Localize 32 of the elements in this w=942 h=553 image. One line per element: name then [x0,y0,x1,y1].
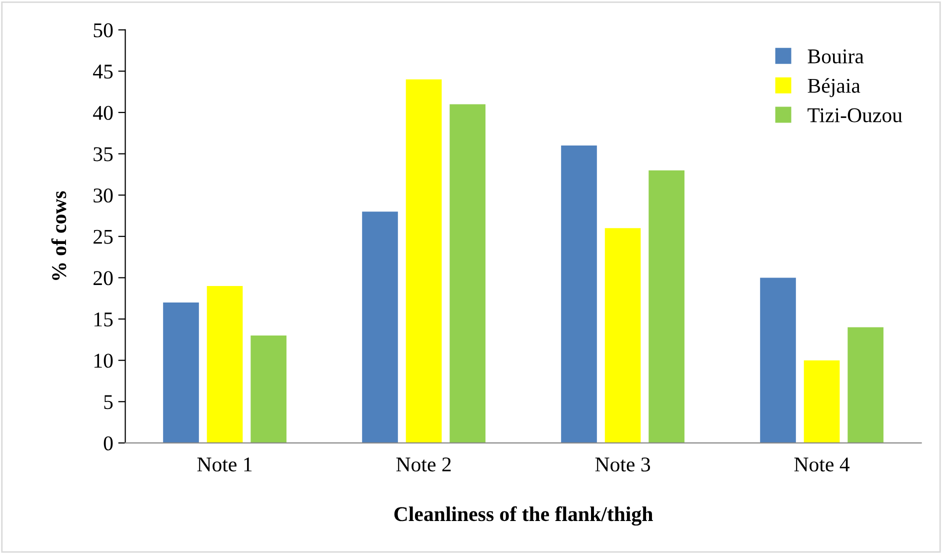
y-tick-label: 40 [93,106,113,120]
y-tick-label: 25 [94,230,113,244]
bar [848,327,884,443]
y-tick-label: 50 [94,23,113,38]
bar [450,104,486,443]
bar [250,336,286,443]
y-tick-label: 15 [94,312,113,326]
legend-label: Tizi-Ouzou [808,108,902,122]
y-tick-label: 10 [94,354,113,368]
y-tick-label: 5 [104,395,113,410]
legend-label: Béjaia [808,78,860,98]
x-tick-label: Note 4 [794,458,850,472]
y-tick-label: 20 [94,271,113,286]
x-tick-label: Note 3 [595,458,650,472]
bar [604,228,641,443]
y-axis-title: % of cows [51,191,66,280]
bar [804,360,840,443]
bar [206,286,243,443]
bar [648,170,684,443]
x-tick-label: Note 1 [197,458,252,472]
bar [163,302,199,443]
y-tick-label: 0 [104,436,113,450]
y-tick-label: 45 [93,64,113,79]
x-axis-title: Cleanliness of the flank/thigh [394,506,653,526]
bar [760,278,796,443]
legend-label: Bouira [808,49,864,64]
bar [561,146,597,443]
bar [406,79,442,443]
y-tick-label: 30 [94,188,113,203]
bar [362,212,398,443]
x-tick-label: Note 2 [396,458,451,472]
y-tick-label: 35 [94,147,113,162]
